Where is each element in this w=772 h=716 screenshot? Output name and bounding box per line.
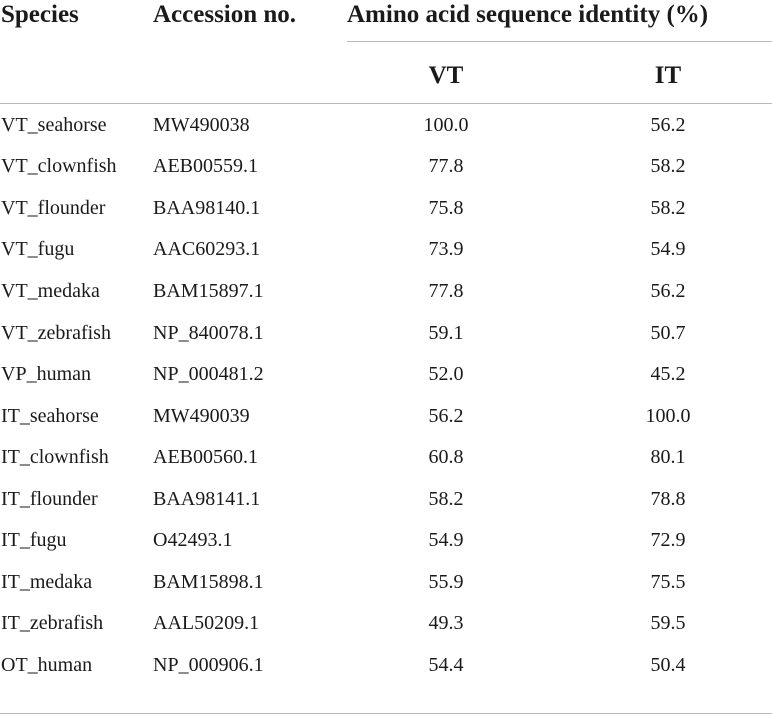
species-cell: VT_medaka: [1, 279, 100, 302]
it-identity-cell: 72.9: [650, 529, 686, 552]
accession-cell: MW490038: [153, 113, 250, 136]
species-cell: IT_zebrafish: [1, 612, 104, 635]
table-row: VP_human NP_000481.2 52.0 45.2: [0, 353, 772, 395]
header-species: Species: [1, 1, 79, 28]
table-row: IT_medaka BAM15898.1 55.9 75.5: [0, 561, 772, 603]
table-row: IT_zebrafish AAL50209.1 49.3 59.5: [0, 603, 772, 645]
vt-identity-cell: 52.0: [428, 363, 464, 386]
species-cell: OT_human: [1, 653, 93, 676]
table-row: VT_zebrafish NP_840078.1 59.1 50.7: [0, 312, 772, 354]
header-vt: VT: [428, 62, 464, 89]
it-identity-cell: 75.5: [650, 570, 686, 593]
species-cell: IT_flounder: [1, 487, 98, 510]
table-body: VT_seahorse MW490038 100.0 56.2 VT_clownfish…: [0, 104, 772, 686]
vt-identity-cell: 77.8: [428, 279, 464, 302]
vt-identity-cell: 73.9: [428, 238, 464, 261]
species-cell: VT_fugu: [1, 238, 75, 261]
table-bottom-rule: [0, 713, 772, 714]
species-cell: VT_flounder: [1, 196, 106, 219]
table-row: IT_clownfish AEB00560.1 60.8 80.1: [0, 436, 772, 478]
header-identity: Amino acid sequence identity (%): [347, 1, 709, 28]
table-row: VT_seahorse MW490038 100.0 56.2: [0, 104, 772, 146]
table-row: IT_seahorse MW490039 56.2 100.0: [0, 395, 772, 437]
vt-identity-cell: 58.2: [428, 487, 464, 510]
vt-identity-cell: 54.4: [428, 653, 464, 676]
species-cell: VT_seahorse: [1, 113, 107, 136]
it-identity-cell: 50.7: [650, 321, 686, 344]
accession-cell: NP_000906.1: [153, 653, 264, 676]
vt-identity-cell: 60.8: [428, 446, 464, 469]
vt-identity-cell: 59.1: [428, 321, 464, 344]
accession-cell: AAC60293.1: [153, 238, 261, 261]
it-identity-cell: 54.9: [650, 238, 686, 261]
accession-cell: O42493.1: [153, 529, 233, 552]
species-cell: VP_human: [1, 363, 91, 386]
it-identity-cell: 58.2: [650, 155, 686, 178]
vt-identity-cell: 75.8: [428, 196, 464, 219]
vt-identity-cell: 55.9: [428, 570, 464, 593]
table-row: VT_flounder BAA98140.1 75.8 58.2: [0, 187, 772, 229]
vt-identity-cell: 49.3: [428, 612, 464, 635]
accession-cell: BAA98140.1: [153, 196, 261, 219]
it-identity-cell: 80.1: [650, 446, 686, 469]
species-cell: IT_fugu: [1, 529, 67, 552]
it-identity-cell: 58.2: [650, 196, 686, 219]
it-identity-cell: 56.2: [650, 113, 686, 136]
table-row: IT_fugu O42493.1 54.9 72.9: [0, 519, 772, 561]
header-accession: Accession no.: [153, 1, 297, 28]
header-subrule: [347, 41, 772, 42]
species-cell: IT_medaka: [1, 570, 93, 593]
it-identity-cell: 56.2: [650, 279, 686, 302]
vt-identity-cell: 56.2: [428, 404, 464, 427]
accession-cell: AEB00559.1: [153, 155, 258, 178]
vt-identity-cell: 77.8: [428, 155, 464, 178]
header-bottom-rule: [0, 103, 772, 104]
accession-cell: BAM15898.1: [153, 570, 264, 593]
it-identity-cell: 50.4: [650, 653, 686, 676]
it-identity-cell: 45.2: [650, 363, 686, 386]
vt-identity-cell: 54.9: [428, 529, 464, 552]
it-identity-cell: 59.5: [650, 612, 686, 635]
species-cell: IT_clownfish: [1, 446, 109, 469]
accession-cell: BAM15897.1: [153, 279, 264, 302]
header-it: IT: [654, 62, 682, 89]
species-cell: VT_clownfish: [1, 155, 117, 178]
table-row: VT_clownfish AEB00559.1 77.8 58.2: [0, 146, 772, 188]
vt-identity-cell: 100.0: [423, 113, 469, 136]
species-cell: VT_zebrafish: [1, 321, 111, 344]
accession-cell: BAA98141.1: [153, 487, 261, 510]
table-row: OT_human NP_000906.1 54.4 50.4: [0, 644, 772, 686]
table-row: VT_medaka BAM15897.1 77.8 56.2: [0, 270, 772, 312]
it-identity-cell: 78.8: [650, 487, 686, 510]
accession-cell: MW490039: [153, 404, 250, 427]
species-cell: IT_seahorse: [1, 404, 99, 427]
accession-cell: AEB00560.1: [153, 446, 258, 469]
accession-cell: NP_000481.2: [153, 363, 264, 386]
it-identity-cell: 100.0: [645, 404, 691, 427]
table-row: IT_flounder BAA98141.1 58.2 78.8: [0, 478, 772, 520]
table-row: VT_fugu AAC60293.1 73.9 54.9: [0, 229, 772, 271]
accession-cell: AAL50209.1: [153, 612, 260, 635]
accession-cell: NP_840078.1: [153, 321, 264, 344]
